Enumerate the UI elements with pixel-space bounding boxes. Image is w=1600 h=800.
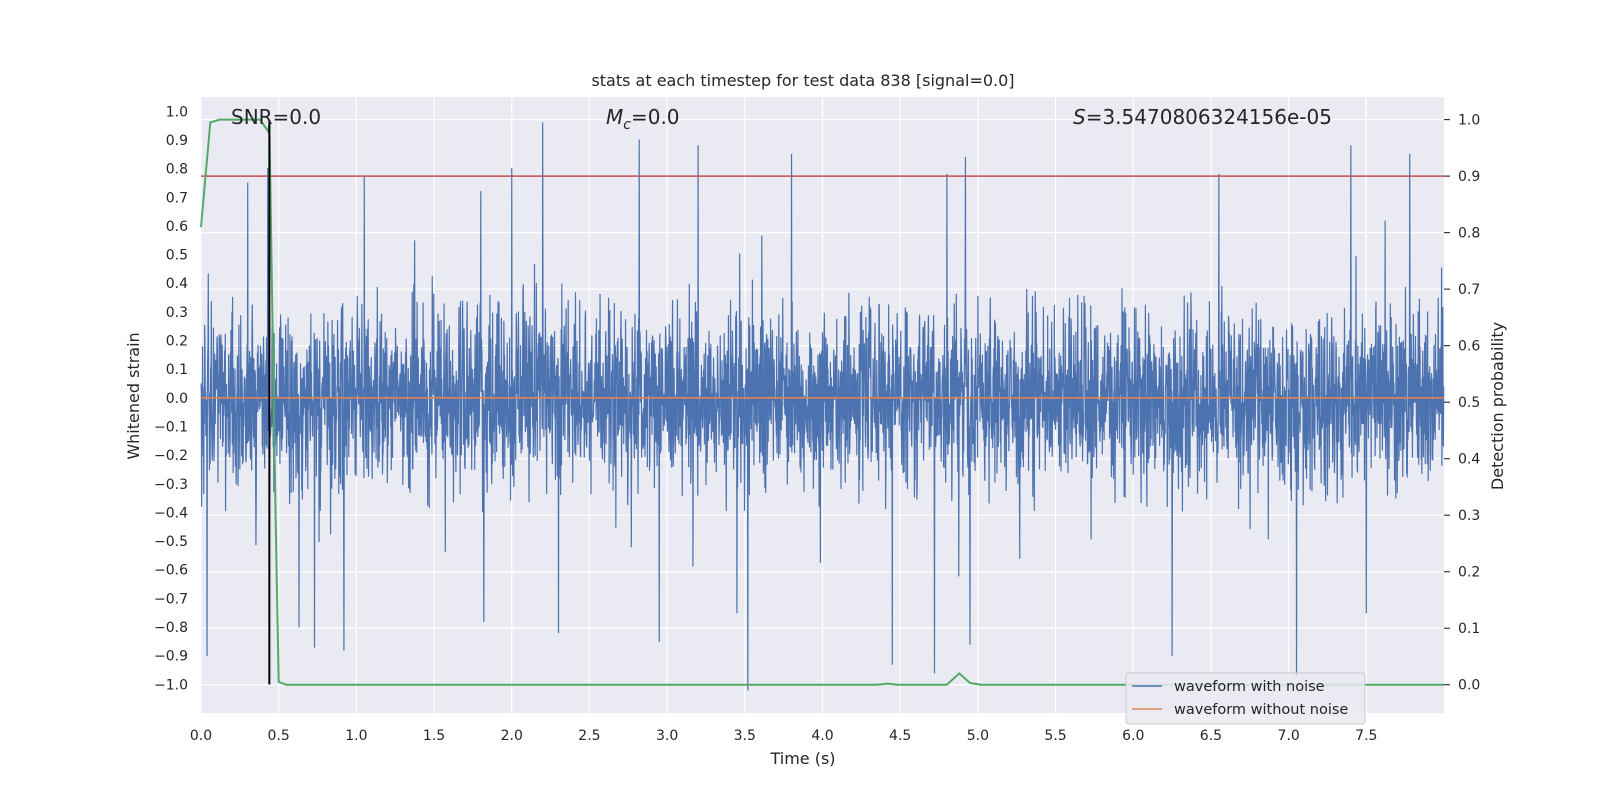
- right-y-tick-label: 1.0: [1458, 113, 1480, 129]
- right-y-tick-label: 0.2: [1458, 565, 1480, 581]
- x-tick-label: 0.0: [190, 728, 212, 744]
- right-y-tick-label: 0.8: [1458, 226, 1480, 242]
- chirp-mass-subscript: c: [623, 117, 631, 133]
- left-y-tick-label: 0.2: [166, 334, 188, 350]
- x-tick-label: 5.5: [1044, 728, 1066, 744]
- chirp-mass-symbol: M: [606, 105, 623, 129]
- noise-waveform-line: [200, 122, 1445, 691]
- x-tick-label: 1.5: [423, 728, 445, 744]
- x-axis-label: Time (s): [769, 749, 835, 768]
- right-y-tick-label: 0.6: [1458, 339, 1480, 355]
- right-y-tick-label: 0.7: [1458, 282, 1480, 298]
- series-detection-probability: [200, 118, 1444, 686]
- legend-label-waveform-without-noise: waveform without noise: [1174, 702, 1348, 718]
- x-tick-label: 6.5: [1200, 728, 1222, 744]
- chart-title: stats at each timestep for test data 838…: [591, 71, 1014, 90]
- right-y-tick-label: 0.5: [1458, 395, 1480, 411]
- right-y-tick-label: 0.9: [1458, 169, 1480, 185]
- left-y-tick-label: 0.1: [166, 362, 188, 378]
- statistic-value: =3.5470806324156e-05: [1086, 105, 1332, 129]
- left-y-tick-label: 1.0: [166, 104, 188, 120]
- x-tick-label: 1.0: [345, 728, 367, 744]
- legend: waveform with noise waveform without noi…: [1125, 672, 1366, 725]
- left-y-tick-label: −1.0: [154, 677, 188, 693]
- x-tick-label: 7.0: [1277, 728, 1299, 744]
- right-y-tick-label: 0.1: [1458, 621, 1480, 637]
- x-tick-label: 6.0: [1122, 728, 1144, 744]
- left-y-tick-label: 0.4: [166, 276, 188, 292]
- left-y-tick-label: 0.0: [166, 391, 188, 407]
- x-tick-label: 2.0: [501, 728, 523, 744]
- right-y-tick-label: 0.0: [1458, 678, 1480, 694]
- left-y-tick-label: −0.5: [154, 534, 188, 550]
- x-tick-label: 3.5: [734, 728, 756, 744]
- right-y-axis-label: Detection probability: [1488, 322, 1507, 490]
- statistic-symbol: S: [1073, 105, 1086, 129]
- x-tick-label: 7.5: [1355, 728, 1377, 744]
- left-y-tick-label: −0.2: [154, 448, 188, 464]
- left-y-tick-label: 0.6: [166, 219, 188, 235]
- chirp-mass-value: =0.0: [631, 105, 680, 129]
- right-y-tick-label: 0.3: [1458, 508, 1480, 524]
- left-y-tick-label: −0.1: [154, 419, 188, 435]
- left-y-tick-label: −0.9: [154, 649, 188, 665]
- x-tick-label: 2.5: [578, 728, 600, 744]
- left-y-tick-label: −0.4: [154, 505, 188, 521]
- x-tick-label: 4.5: [889, 728, 911, 744]
- left-y-tick-label: −0.3: [154, 477, 188, 493]
- left-y-tick-label: 0.5: [166, 248, 188, 264]
- legend-box: [1125, 672, 1366, 725]
- right-y-axis-ticks: 1.0 0.9 0.8 0.7 0.6 0.5 0.4 0.3 0.2 0.1 0.0: [1444, 113, 1480, 694]
- left-y-tick-label: −0.7: [154, 591, 188, 607]
- left-y-axis-ticks: 1.0 0.9 0.8 0.7 0.6 0.5 0.4 0.3 0.2 0.1 0.0 −0.1 −0.…: [154, 104, 188, 693]
- x-tick-label: 0.5: [268, 728, 290, 744]
- detection-probability-line: [200, 118, 1444, 686]
- left-y-tick-label: −0.8: [154, 620, 188, 636]
- left-y-tick-label: 0.8: [166, 162, 188, 178]
- left-y-axis-label: Whitened strain: [124, 332, 143, 459]
- x-tick-label: 5.0: [967, 728, 989, 744]
- right-y-tick-label: 0.4: [1458, 452, 1480, 468]
- x-tick-label: 4.0: [811, 728, 833, 744]
- left-y-tick-label: 0.3: [166, 305, 188, 321]
- snr-annotation: SNR=0.0: [231, 105, 321, 129]
- left-y-tick-label: 0.7: [166, 190, 188, 206]
- legend-label-waveform-with-noise: waveform with noise: [1174, 679, 1325, 695]
- left-y-tick-label: −0.6: [154, 563, 188, 579]
- series-waveform-with-noise: [200, 122, 1445, 691]
- x-tick-label: 3.0: [656, 728, 678, 744]
- left-y-tick-label: 0.9: [166, 133, 188, 149]
- chirp-mass-annotation: Mc=0.0: [606, 105, 680, 133]
- snr-statistic-annotation: S=3.5470806324156e-05: [1073, 105, 1332, 129]
- x-axis-ticks: 0.0 0.5 1.0 1.5 2.0 2.5 3.0 3.5 4.0 4.5 5.0 5.5 6.0 6…: [190, 728, 1378, 744]
